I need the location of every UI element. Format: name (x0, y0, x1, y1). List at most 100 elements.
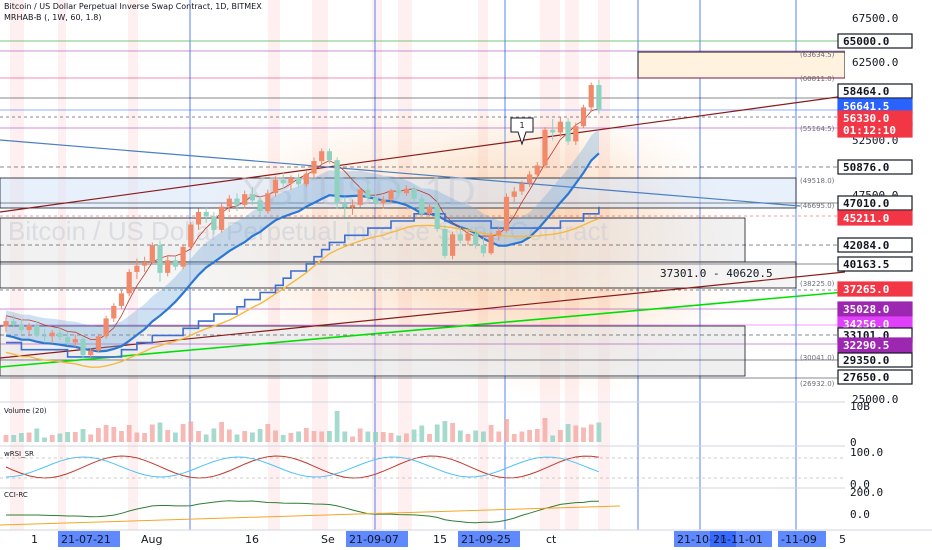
time-label: Aug (141, 533, 162, 546)
price-tag: 65000.0 (837, 33, 913, 49)
candle (165, 254, 171, 277)
candle (234, 193, 240, 212)
svg-text:37265.0: 37265.0 (843, 283, 889, 296)
volume-bar (157, 422, 163, 442)
level-annotations: (63634.5) (60811.0) (55164.5) (49518.0) (466… (800, 51, 835, 388)
svg-text:32290.5: 32290.5 (843, 339, 889, 352)
volume-bar (219, 422, 224, 442)
volume-bar (288, 433, 294, 442)
candle (95, 333, 101, 353)
candle (503, 193, 510, 233)
volume-bar (34, 428, 40, 442)
volume-bar (419, 425, 425, 442)
candle (219, 203, 225, 233)
volume-bar (357, 428, 363, 442)
trend-line (0, 291, 846, 368)
volume-bar (334, 411, 340, 442)
volume-bar (65, 432, 70, 442)
trend-lines (0, 95, 846, 368)
level-annotation: (60811.0) (800, 75, 835, 83)
candle (180, 244, 186, 270)
svg-text:Aug: Aug (141, 533, 162, 546)
volume-bar (327, 431, 332, 442)
price-tag: 56641.5 (837, 98, 913, 114)
volume-bar (365, 431, 371, 442)
candle (450, 231, 456, 260)
candle (65, 331, 71, 346)
svg-text:56641.5: 56641.5 (843, 100, 889, 113)
candle (426, 203, 433, 217)
volume-bar (596, 422, 602, 442)
candle (188, 221, 194, 251)
svg-text:29350.0: 29350.0 (843, 354, 889, 367)
candle (496, 226, 502, 241)
volume-bar (57, 433, 63, 442)
volume-bar (581, 427, 586, 442)
price-tag: 50876.0 (837, 159, 913, 175)
candle (542, 127, 548, 169)
volume-bar (103, 425, 109, 442)
indicator-panes: Volume (20) wRSI_SR CCI-RC (0, 401, 845, 526)
zone-box (0, 217, 746, 263)
candle (211, 212, 217, 235)
marker-callout[interactable]: 1 (510, 117, 534, 146)
volume-bar (11, 435, 17, 442)
time-label: ct (546, 533, 557, 546)
volume-bar (211, 428, 217, 442)
price-tick: 67500.0 (852, 12, 898, 25)
svg-text:65000.0: 65000.0 (843, 35, 889, 48)
symbol-title: Bitcoin / US Dollar Perpetual Inverse Sw… (4, 2, 262, 11)
candle (118, 290, 125, 310)
volume-bar (527, 430, 532, 442)
volume-bar (126, 425, 132, 442)
candles (3, 79, 602, 359)
candle (288, 175, 294, 190)
volume-bar (496, 431, 502, 442)
candle (465, 230, 471, 246)
time-label: Se (321, 533, 335, 546)
svg-text:50876.0: 50876.0 (843, 161, 889, 174)
volume-bar (511, 434, 517, 442)
candle (349, 199, 356, 215)
candle (157, 240, 163, 282)
svg-text:200.0: 200.0 (850, 486, 883, 499)
volume-bar (234, 434, 240, 442)
level-annotation: (30041.0) (800, 354, 835, 362)
price-tag: 58464.0 (837, 83, 913, 99)
svg-text:0: 0 (850, 436, 857, 449)
candle (296, 173, 302, 187)
volume-bar (180, 424, 186, 442)
candle (149, 242, 155, 265)
volume-bar (373, 432, 378, 442)
volume-bar (42, 437, 47, 442)
price-tag: 37265.0 (837, 281, 913, 297)
candle (41, 329, 48, 343)
svg-text:0.0: 0.0 (850, 508, 870, 521)
candle (511, 186, 517, 203)
volume-bar (588, 424, 594, 442)
volume-bar (88, 434, 94, 442)
price-tag: 32290.5 (837, 337, 913, 353)
price-tag: 29350.0 (837, 352, 913, 368)
candle (265, 189, 271, 214)
svg-text:40163.5: 40163.5 (843, 258, 889, 271)
volume-bar (565, 424, 571, 442)
volume-bar (242, 431, 248, 442)
volume-bar (534, 429, 540, 442)
candle (34, 321, 40, 338)
time-label: 21-11-01 (710, 531, 772, 547)
candle (527, 170, 533, 187)
candle (72, 334, 78, 348)
trend-line (0, 139, 801, 207)
candle (442, 224, 448, 259)
time-label: 21-09-07 (346, 531, 408, 547)
volume-bar (188, 421, 194, 442)
candle (242, 190, 248, 209)
volume-bar (573, 425, 579, 442)
price-tick: 25000.0 (852, 393, 898, 406)
level-annotation: (63634.5) (800, 51, 835, 59)
candle (88, 347, 94, 359)
indicator-title: MRHAB-B (, 1W, 60, 1.8) (4, 13, 101, 22)
candle (550, 119, 556, 141)
